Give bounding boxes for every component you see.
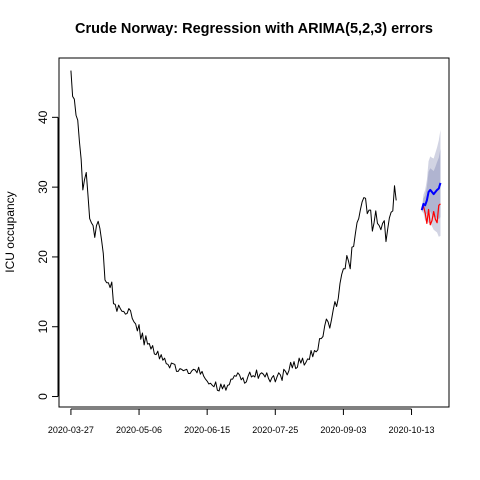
chart-title: Crude Norway: Regression with ARIMA(5,2,… [0,21,480,37]
x-tick-label: 2020-05-06 [116,425,162,435]
plot-frame [59,58,449,407]
y-tick-label: 20 [36,250,50,264]
series-layer [71,71,441,391]
y-tick-label: 10 [36,320,50,334]
x-tick-label: 2020-10-13 [389,425,435,435]
x-tick-label: 2020-07-25 [252,425,298,435]
x-tick-label: 2020-03-27 [48,425,94,435]
y-tick-label: 0 [36,393,50,400]
y-axis-label: ICU occupancy [3,191,17,272]
x-tick-label: 2020-06-15 [184,425,230,435]
x-tick-label: 2020-09-03 [320,425,366,435]
axes-layer: 2020-03-27 2020-05-06 2020-06-15 2020-07-25… [36,110,435,435]
observed-series-line [71,71,396,391]
y-tick-label: 30 [36,180,50,194]
y-tick-label: 40 [36,110,50,124]
